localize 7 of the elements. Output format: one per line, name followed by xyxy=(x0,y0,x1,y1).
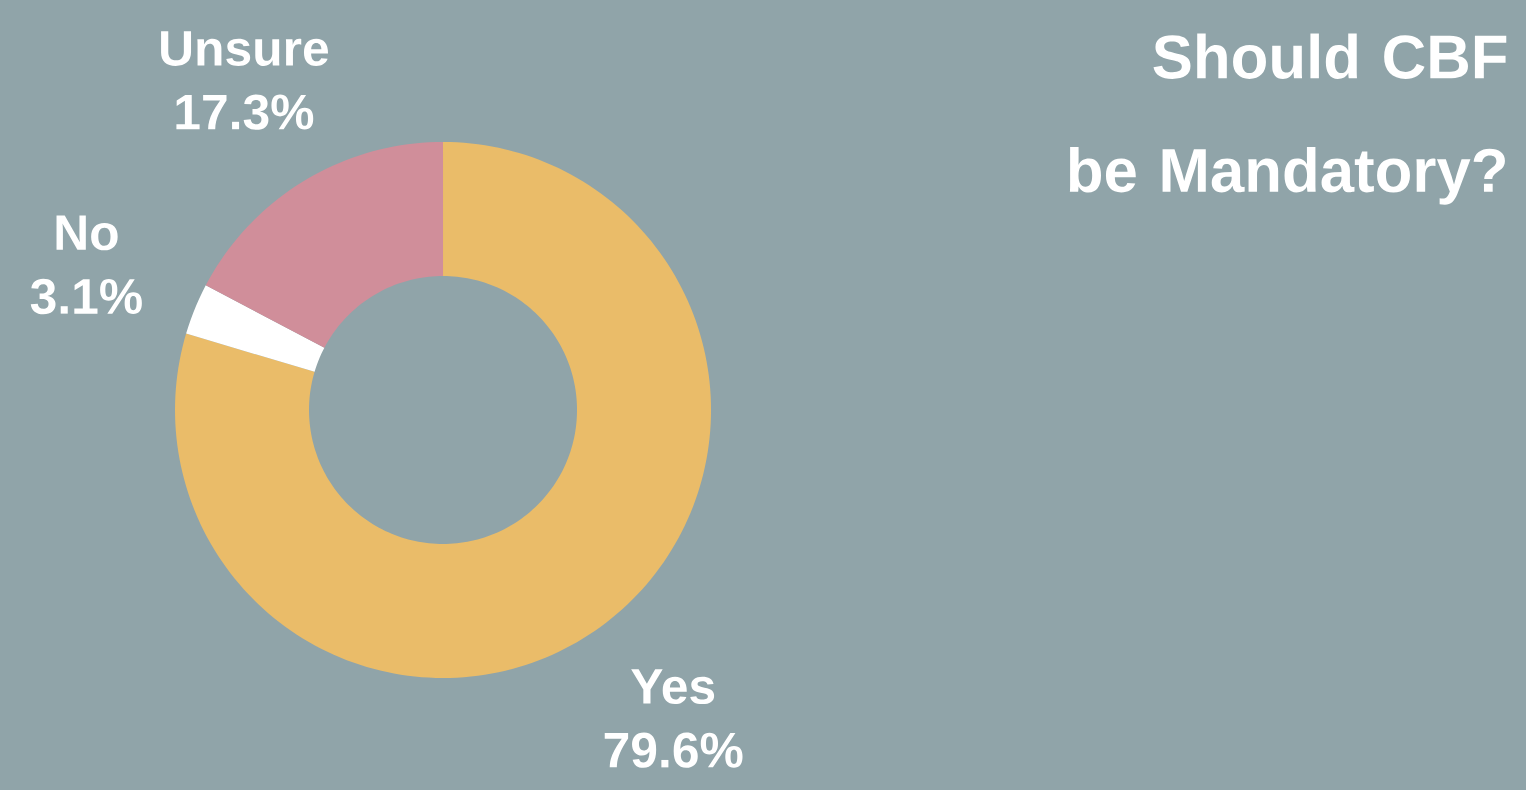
text: Should CBF be Mandatory? xyxy=(1069,33,1507,205)
data-label: 79.6% xyxy=(604,732,743,768)
data-label: 17.3% xyxy=(176,94,314,130)
slice-label: Yes xyxy=(631,669,715,705)
slice-label: No xyxy=(56,215,118,251)
data-label: 3.1% xyxy=(30,278,142,315)
slice-label: Unsure xyxy=(161,31,329,66)
